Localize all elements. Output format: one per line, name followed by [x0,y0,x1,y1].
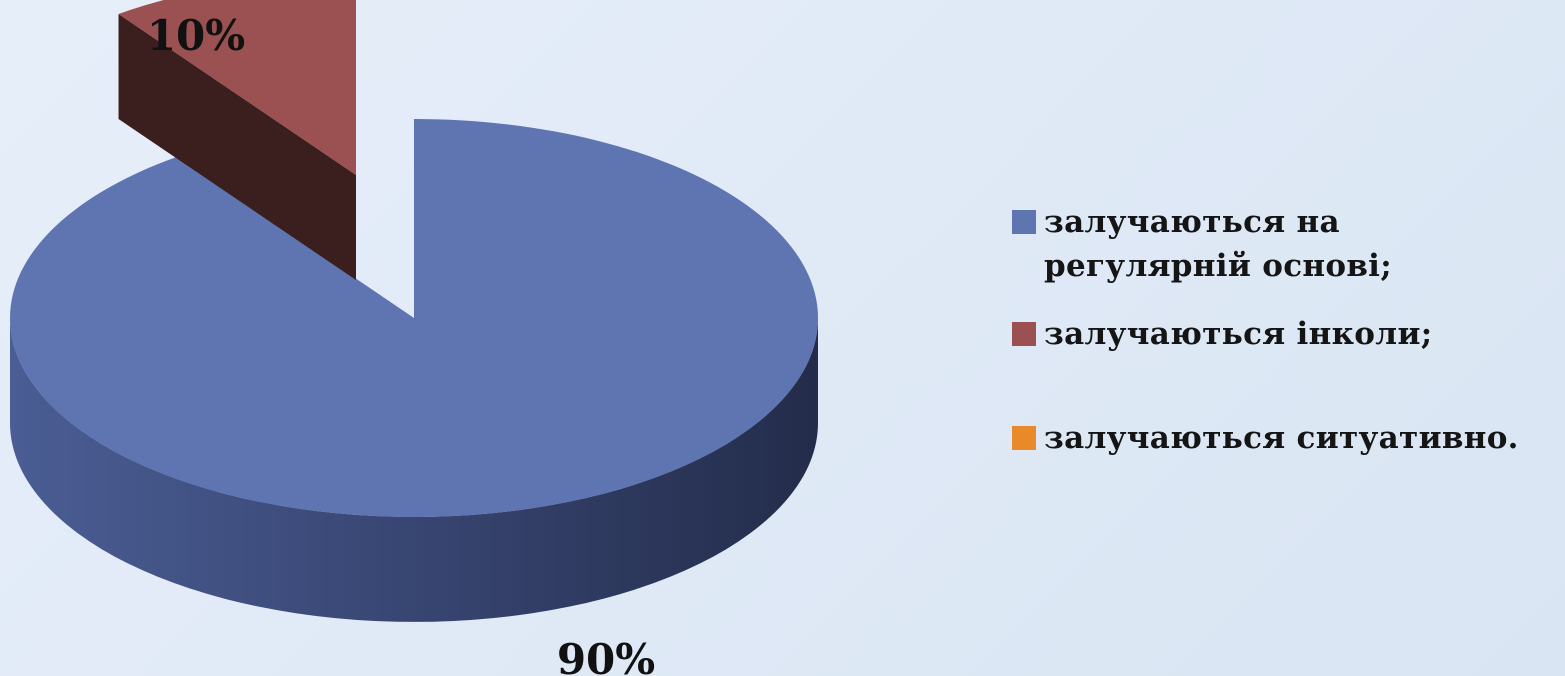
pie-slice-wall-1 [118,14,356,281]
pie-slice-0 [9,119,818,622]
pie-slice-1 [118,0,356,281]
pie-chart: 90% 10% [9,0,818,676]
legend-item-sometimes: залучаються інколи; [1012,312,1557,416]
legend-item-situational: залучаються ситуативно. [1012,416,1557,466]
pie-slice-side-0 [10,318,818,622]
chart-legend: залучаються на регулярній основі; залуча… [1012,200,1557,466]
legend-swatch-situational [1012,426,1036,450]
legend-swatch-regular [1012,210,1036,234]
pie-slice-top-0 [9,119,818,517]
pie-slice-top-1 [118,0,356,175]
legend-label-situational: залучаються ситуативно. [1044,420,1519,456]
data-label-1: 10% [147,11,245,60]
legend-swatch-sometimes [1012,322,1036,346]
data-label-0: 90% [557,635,655,676]
legend-label-regular: залучаються на регулярній основі; [1044,204,1393,284]
legend-label-sometimes: залучаються інколи; [1044,316,1433,352]
legend-item-regular: залучаються на регулярній основі; [1012,200,1557,312]
